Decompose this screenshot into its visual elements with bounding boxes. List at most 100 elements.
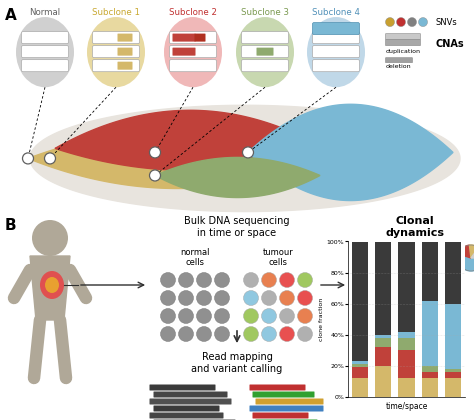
Text: B: B [5,218,17,233]
Text: Subclone 1: Subclone 1 [92,8,140,17]
Bar [375,338,392,347]
Bar [398,338,415,350]
FancyBboxPatch shape [170,60,217,72]
Text: normal
cells: normal cells [180,248,210,268]
FancyBboxPatch shape [241,46,289,58]
Polygon shape [28,130,328,189]
Bar [421,241,438,301]
Text: Read mapping
and variant calling: Read mapping and variant calling [191,352,283,374]
Ellipse shape [307,17,365,87]
Text: Clonal
dynamics: Clonal dynamics [385,216,445,238]
Bar [352,361,368,364]
Polygon shape [431,249,444,264]
Circle shape [262,309,276,323]
FancyBboxPatch shape [241,60,289,72]
Ellipse shape [16,17,74,87]
Circle shape [149,147,161,158]
Bar [445,304,461,369]
FancyBboxPatch shape [385,39,420,46]
Polygon shape [435,245,444,258]
Circle shape [280,291,294,305]
Polygon shape [404,254,430,271]
Circle shape [419,18,428,26]
Polygon shape [459,245,471,258]
Circle shape [243,147,254,158]
Bar [445,378,461,397]
Polygon shape [458,254,474,271]
Circle shape [197,291,211,305]
FancyBboxPatch shape [92,32,139,44]
Polygon shape [350,245,376,271]
Circle shape [161,273,175,288]
Polygon shape [155,158,320,197]
Bar [352,378,368,397]
Polygon shape [377,249,403,271]
Ellipse shape [45,277,59,293]
Circle shape [385,18,394,26]
Circle shape [161,309,175,323]
Bar [445,241,461,304]
Circle shape [179,309,193,323]
Circle shape [298,291,312,305]
Bar [375,347,392,366]
Bar [421,378,438,397]
Ellipse shape [87,17,145,87]
FancyBboxPatch shape [170,32,217,44]
FancyBboxPatch shape [21,32,69,44]
Bar [421,301,438,366]
Circle shape [197,273,211,288]
Text: Subclone 2: Subclone 2 [169,8,217,17]
Polygon shape [415,245,428,258]
Circle shape [179,273,193,288]
FancyBboxPatch shape [253,391,315,397]
Bar [398,378,415,397]
FancyBboxPatch shape [118,62,133,70]
FancyBboxPatch shape [255,399,323,404]
Circle shape [197,326,211,341]
Text: Normal: Normal [29,8,61,17]
Circle shape [280,326,294,341]
Polygon shape [443,245,452,258]
X-axis label: time/space: time/space [385,402,428,412]
Circle shape [298,326,312,341]
Bar [375,366,392,397]
Polygon shape [469,245,474,258]
Circle shape [215,291,229,305]
Polygon shape [381,245,395,258]
FancyBboxPatch shape [21,60,69,72]
Circle shape [22,153,34,164]
Circle shape [262,273,276,288]
Text: SNVs: SNVs [436,18,458,26]
Text: Subclone 3: Subclone 3 [241,8,289,17]
Circle shape [215,309,229,323]
Circle shape [149,170,161,181]
FancyBboxPatch shape [21,46,69,58]
FancyBboxPatch shape [170,46,217,58]
Bar [398,241,415,332]
Y-axis label: clone fraction: clone fraction [319,298,324,341]
FancyBboxPatch shape [92,60,139,72]
FancyBboxPatch shape [173,47,195,55]
FancyBboxPatch shape [118,47,133,55]
Circle shape [298,309,312,323]
Text: tumour
cells: tumour cells [263,248,293,268]
Circle shape [408,18,417,26]
Circle shape [298,273,312,288]
FancyBboxPatch shape [149,384,216,391]
FancyBboxPatch shape [149,412,224,418]
Polygon shape [417,251,430,258]
FancyBboxPatch shape [249,384,306,391]
Circle shape [161,291,175,305]
Circle shape [197,309,211,323]
Circle shape [262,326,276,341]
Ellipse shape [164,17,222,87]
Circle shape [262,291,276,305]
Circle shape [396,18,405,26]
FancyBboxPatch shape [249,405,323,412]
Bar [375,241,392,335]
Circle shape [215,273,229,288]
Circle shape [32,220,68,256]
Polygon shape [471,247,474,258]
Circle shape [244,326,258,341]
Circle shape [244,309,258,323]
